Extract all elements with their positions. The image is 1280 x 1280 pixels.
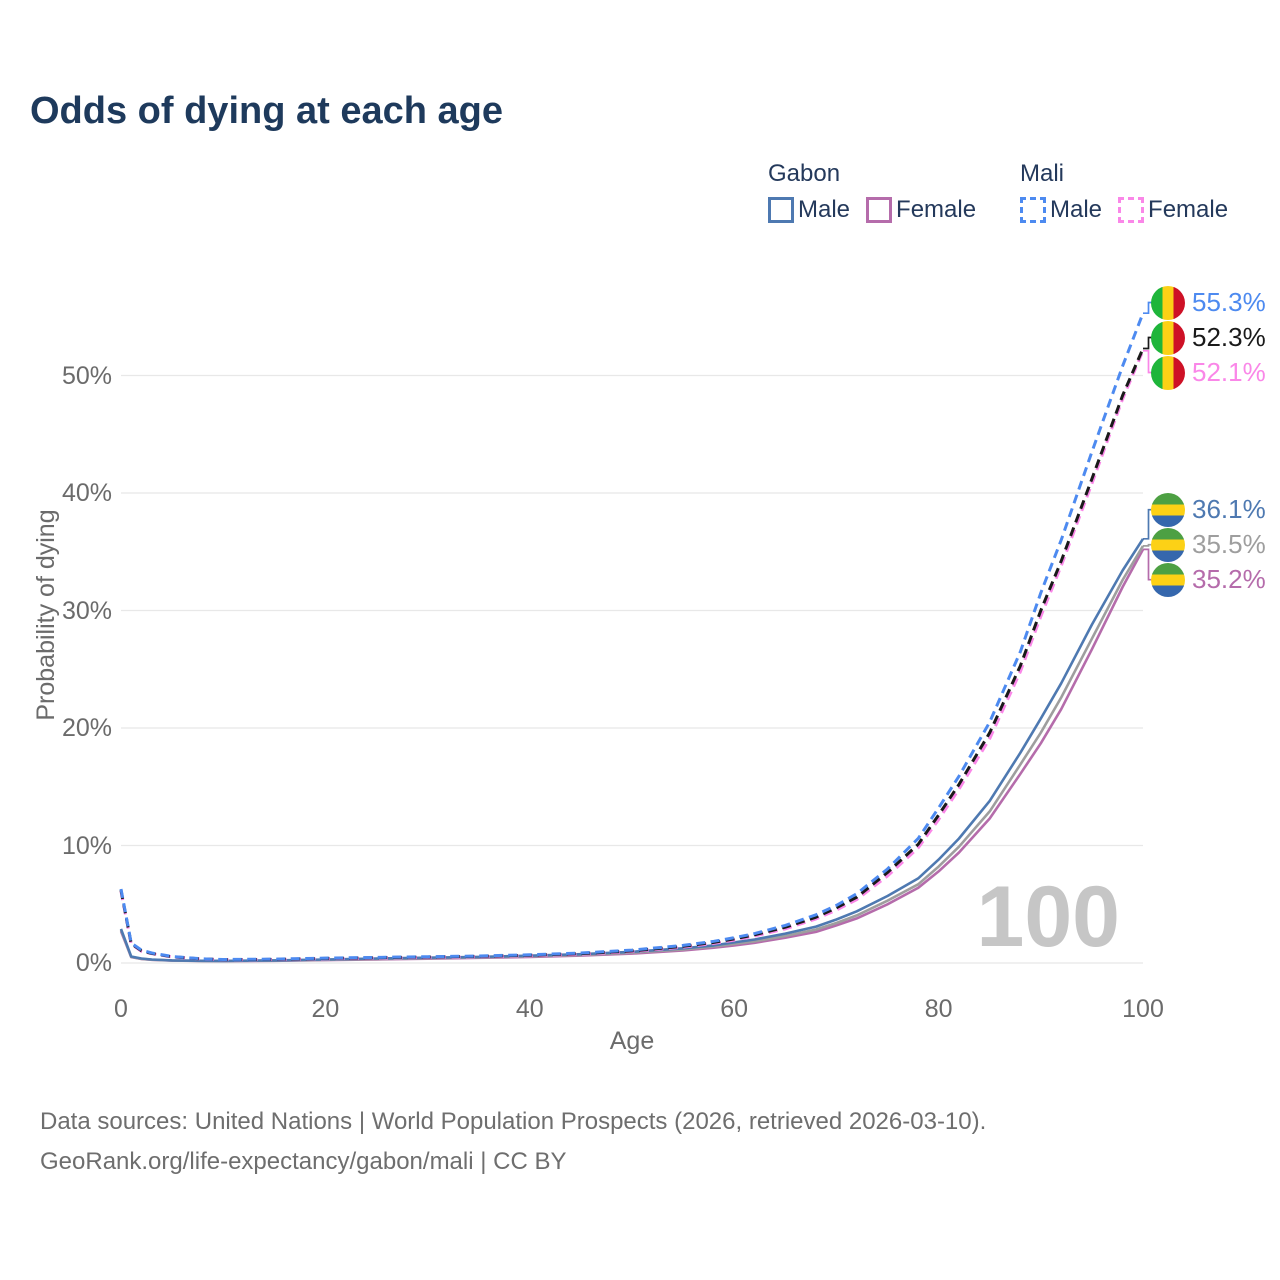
legend-item-label: Female <box>896 196 977 223</box>
gabon-flag-icon <box>1151 527 1185 562</box>
gabon-male-swatch-icon <box>768 197 794 223</box>
end-label-connector <box>1143 543 1152 547</box>
legend-country-gabon-label: Gabon <box>768 160 841 187</box>
age-watermark: 100 <box>976 869 1121 965</box>
gridlines <box>121 374 1143 964</box>
end-label-value: 55.3% <box>1192 287 1266 317</box>
x-tick-label: 0 <box>114 995 128 1023</box>
end-label-connector <box>1143 336 1152 350</box>
end-label-mali-female: 52.1% <box>1151 355 1266 390</box>
end-label-connector <box>1143 548 1152 581</box>
gabon-flag-icon <box>1151 492 1185 527</box>
legend-item-mali-male[interactable]: Male <box>1020 196 1102 224</box>
series-lines <box>119 312 1145 963</box>
x-tick-label: 20 <box>311 995 340 1023</box>
footer: Data sources: United Nations | World Pop… <box>40 1102 986 1182</box>
y-tick-label: 50% <box>61 361 112 390</box>
legend-item-label: Male <box>798 196 851 223</box>
gabon-flag-icon <box>1151 562 1185 597</box>
series-line-mali-male[interactable] <box>119 312 1145 961</box>
x-tick-label: 100 <box>1122 995 1164 1023</box>
gabon-female-swatch-icon <box>866 197 893 223</box>
mali-flag-icon <box>1151 285 1185 320</box>
y-tick-label: 10% <box>61 831 112 860</box>
footer-sources-line: Data sources: United Nations | World Pop… <box>40 1108 987 1135</box>
end-label-gabon-female: 35.2% <box>1151 562 1266 597</box>
end-label-value: 35.2% <box>1192 564 1266 595</box>
y-tick-label: 20% <box>61 714 112 742</box>
footer-attribution-line: GeoRank.org/life-expectancy/gabon/mali |… <box>40 1148 567 1175</box>
x-tick-label: 40 <box>515 995 544 1023</box>
mali-female-swatch-icon <box>1118 197 1145 223</box>
mali-flag-icon <box>1151 355 1185 390</box>
legend-country-mali-label: Mali <box>1020 160 1065 187</box>
x-tick-label: 80 <box>924 995 953 1023</box>
end-label-connectors <box>1143 301 1152 581</box>
y-tick-label: 0% <box>75 949 112 977</box>
end-label-mali-both-sexes: 52.3% <box>1151 320 1266 355</box>
legend-country-gabon: Gabon <box>768 160 840 188</box>
x-tick-label: 60 <box>720 995 749 1023</box>
end-label-value: 36.1% <box>1192 494 1266 525</box>
legend-item-label: Female <box>1148 196 1229 223</box>
mali-flag-icon <box>1151 320 1185 355</box>
page-title: Odds of dying at each age <box>30 90 503 132</box>
y-axis-title: Probability of dying <box>32 509 60 721</box>
end-label-gabon-male: 36.1% <box>1151 492 1266 527</box>
mali-male-swatch-icon <box>1020 197 1046 223</box>
end-label-value: 52.1% <box>1192 357 1266 387</box>
legend-group-gabon: Gabon Male Female <box>768 160 976 224</box>
end-label-connector <box>1143 301 1152 315</box>
end-label-gabon-both-sexes: 35.5% <box>1151 527 1266 562</box>
legend-item-label: Male <box>1050 196 1103 223</box>
end-label-mali-male: 55.3% <box>1151 285 1266 320</box>
legend-item-gabon-female[interactable]: Female <box>866 196 976 224</box>
legend-group-mali: Mali Male Female <box>1020 160 1228 224</box>
legend-item-mali-female[interactable]: Female <box>1118 196 1228 224</box>
y-tick-label: 40% <box>61 479 112 507</box>
x-axis-title: Age <box>609 1027 655 1055</box>
end-label-connector <box>1143 508 1152 540</box>
series-line-mali-both-sexes[interactable] <box>119 347 1145 962</box>
end-label-value: 52.3% <box>1192 322 1266 352</box>
legend-item-gabon-male[interactable]: Male <box>768 196 850 224</box>
y-tick-label: 30% <box>61 596 112 625</box>
end-label-connector <box>1143 349 1152 374</box>
end-label-value: 35.5% <box>1192 529 1266 560</box>
legend-country-mali: Mali <box>1020 160 1064 188</box>
